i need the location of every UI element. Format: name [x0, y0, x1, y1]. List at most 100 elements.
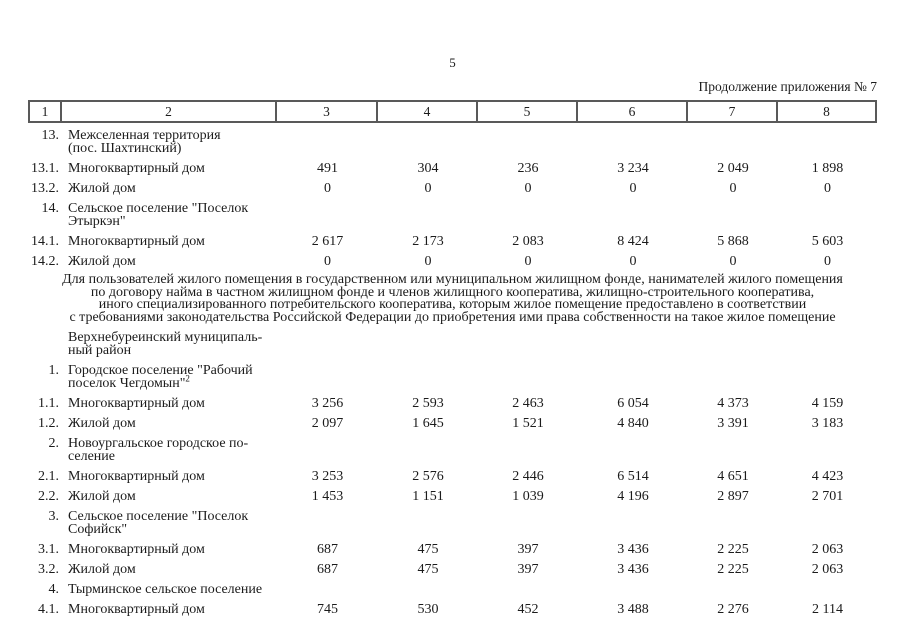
table-spanning-note: Для пользователей жилого помещения в гос… [5, 272, 900, 324]
column-number-header: 6 [578, 100, 688, 123]
row-value [478, 331, 578, 357]
row-value [277, 331, 378, 357]
table-row: 3.1. Многоквартирный дом 687 475 397 3 436 2 2… [28, 542, 877, 557]
note-line: Для пользователей жилого помещения в гос… [62, 272, 843, 287]
row-name-line: Многоквартирный дом [68, 396, 205, 411]
row-value: 2 446 [512, 469, 544, 484]
row-value [578, 437, 688, 463]
column-number-header: 7 [688, 100, 778, 123]
table-row: 1.2. Жилой дом 2 097 1 645 1 521 4 840 3 391 3 … [28, 416, 877, 431]
row-value: 2 225 [717, 542, 749, 557]
row-value: 0 [729, 254, 737, 269]
row-value [688, 202, 778, 228]
row-number: 4.1. [38, 602, 59, 617]
row-number: 14.2. [31, 254, 59, 269]
row-name-line: Многоквартирный дом [68, 161, 205, 176]
row-name-line: Многоквартирный дом [68, 234, 205, 249]
row-value: 2 114 [812, 602, 843, 617]
row-value: 687 [317, 542, 338, 557]
row-value: 452 [517, 602, 539, 617]
table-row: 1. Городское поселение "Рабочий поселок Че… [28, 363, 877, 391]
appendix-continuation-note: Продолжение приложения № 7 [698, 79, 877, 94]
row-value: 0 [324, 181, 331, 196]
row-value: 0 [629, 181, 637, 196]
row-value: 2 083 [512, 234, 544, 249]
row-value: 1 453 [311, 489, 344, 504]
row-value: 3 183 [811, 416, 844, 431]
row-value: 397 [517, 542, 539, 557]
table-row: 2.2. Жилой дом 1 453 1 151 1 039 4 196 2 897 2 … [28, 489, 877, 504]
row-value [778, 202, 877, 228]
row-name-line: Многоквартирный дом [68, 542, 205, 557]
table-row: 14. Сельское поселение "Поселок Этыркэн" [28, 201, 877, 229]
row-value: 4 373 [717, 396, 749, 411]
row-name-line: Этыркэн" [68, 214, 126, 229]
row-value [578, 583, 688, 596]
row-name-line: Жилой дом [68, 254, 136, 269]
row-name-line: Сельское поселение "Поселок [68, 201, 249, 216]
row-value: 1 039 [512, 489, 544, 504]
row-value: 3 436 [617, 562, 649, 577]
table-row: 3.2. Жилой дом 687 475 397 3 436 2 225 2 063 [28, 562, 877, 577]
column-number-header: 4 [378, 100, 478, 123]
row-value: 4 423 [811, 469, 844, 484]
row-value [778, 364, 877, 390]
row-value: 2 617 [311, 234, 344, 249]
row-number: 2.1. [38, 469, 59, 484]
row-name: Многоквартирный дом [62, 161, 277, 176]
row-value [778, 331, 877, 357]
row-number: 1.1. [38, 396, 59, 411]
row-number: 13.1. [31, 161, 59, 176]
row-name: Городское поселение "Рабочий поселок Чегд… [62, 363, 277, 391]
row-value: 6 514 [617, 469, 649, 484]
row-name-line: Городское поселение "Рабочий [68, 363, 253, 378]
row-value: 1 898 [811, 161, 844, 176]
row-value [277, 583, 378, 596]
column-number-header: 1 [28, 100, 62, 123]
row-name-line: Жилой дом [68, 416, 136, 431]
column-number-header: 2 [62, 100, 277, 123]
row-value [277, 364, 378, 390]
row-value [688, 331, 778, 357]
row-value: 2 701 [811, 489, 844, 504]
column-number-header: 5 [478, 100, 578, 123]
row-value [378, 202, 478, 228]
row-value: 4 159 [811, 396, 844, 411]
note-line: по договору найма в частном жилищном фон… [90, 284, 815, 300]
row-name: Новоургальское городское по-селение [62, 436, 277, 464]
row-value: 745 [317, 602, 338, 617]
row-number: 14. [41, 201, 60, 216]
row-value [478, 510, 578, 536]
row-name-line: Софийск" [68, 522, 128, 537]
row-value [478, 437, 578, 463]
row-value [478, 129, 578, 155]
row-name: Жилой дом [62, 416, 277, 431]
row-name: Жилой дом [62, 182, 277, 196]
row-name-line: Новоургальское городское по- [68, 436, 249, 451]
row-value: 2 276 [717, 602, 749, 617]
row-value: 0 [424, 181, 432, 196]
row-number: 14.1. [31, 234, 59, 249]
row-value [378, 583, 478, 596]
row-value: 3 391 [717, 416, 749, 431]
row-value [277, 202, 378, 228]
row-name-line: Многоквартирный дом [68, 469, 205, 484]
column-number-header: 3 [277, 100, 378, 123]
row-name: Многоквартирный дом [62, 396, 277, 411]
row-name-line: Сельское поселение "Поселок [68, 509, 249, 524]
table-row: 3. Сельское поселение "Поселок Софийск" [28, 509, 877, 537]
row-value: 0 [629, 254, 637, 269]
row-value [778, 437, 877, 463]
note-line: иного специализированного потребительско… [98, 297, 807, 313]
row-name-line: селение [68, 449, 115, 464]
row-number: 1.2. [38, 416, 59, 431]
row-value: 5 868 [717, 234, 749, 249]
row-value [578, 129, 688, 155]
row-value: 8 424 [617, 234, 649, 249]
row-value [688, 510, 778, 536]
row-name: Верхнебуреинский муниципаль-ный район [62, 331, 277, 358]
table-row: 13.1. Многоквартирный дом 491 304 236 3 234 2 … [28, 161, 877, 176]
row-name: Многоквартирный дом [62, 234, 277, 249]
table-row: 13. Межселенная территория (пос. Шахтински… [28, 129, 877, 156]
